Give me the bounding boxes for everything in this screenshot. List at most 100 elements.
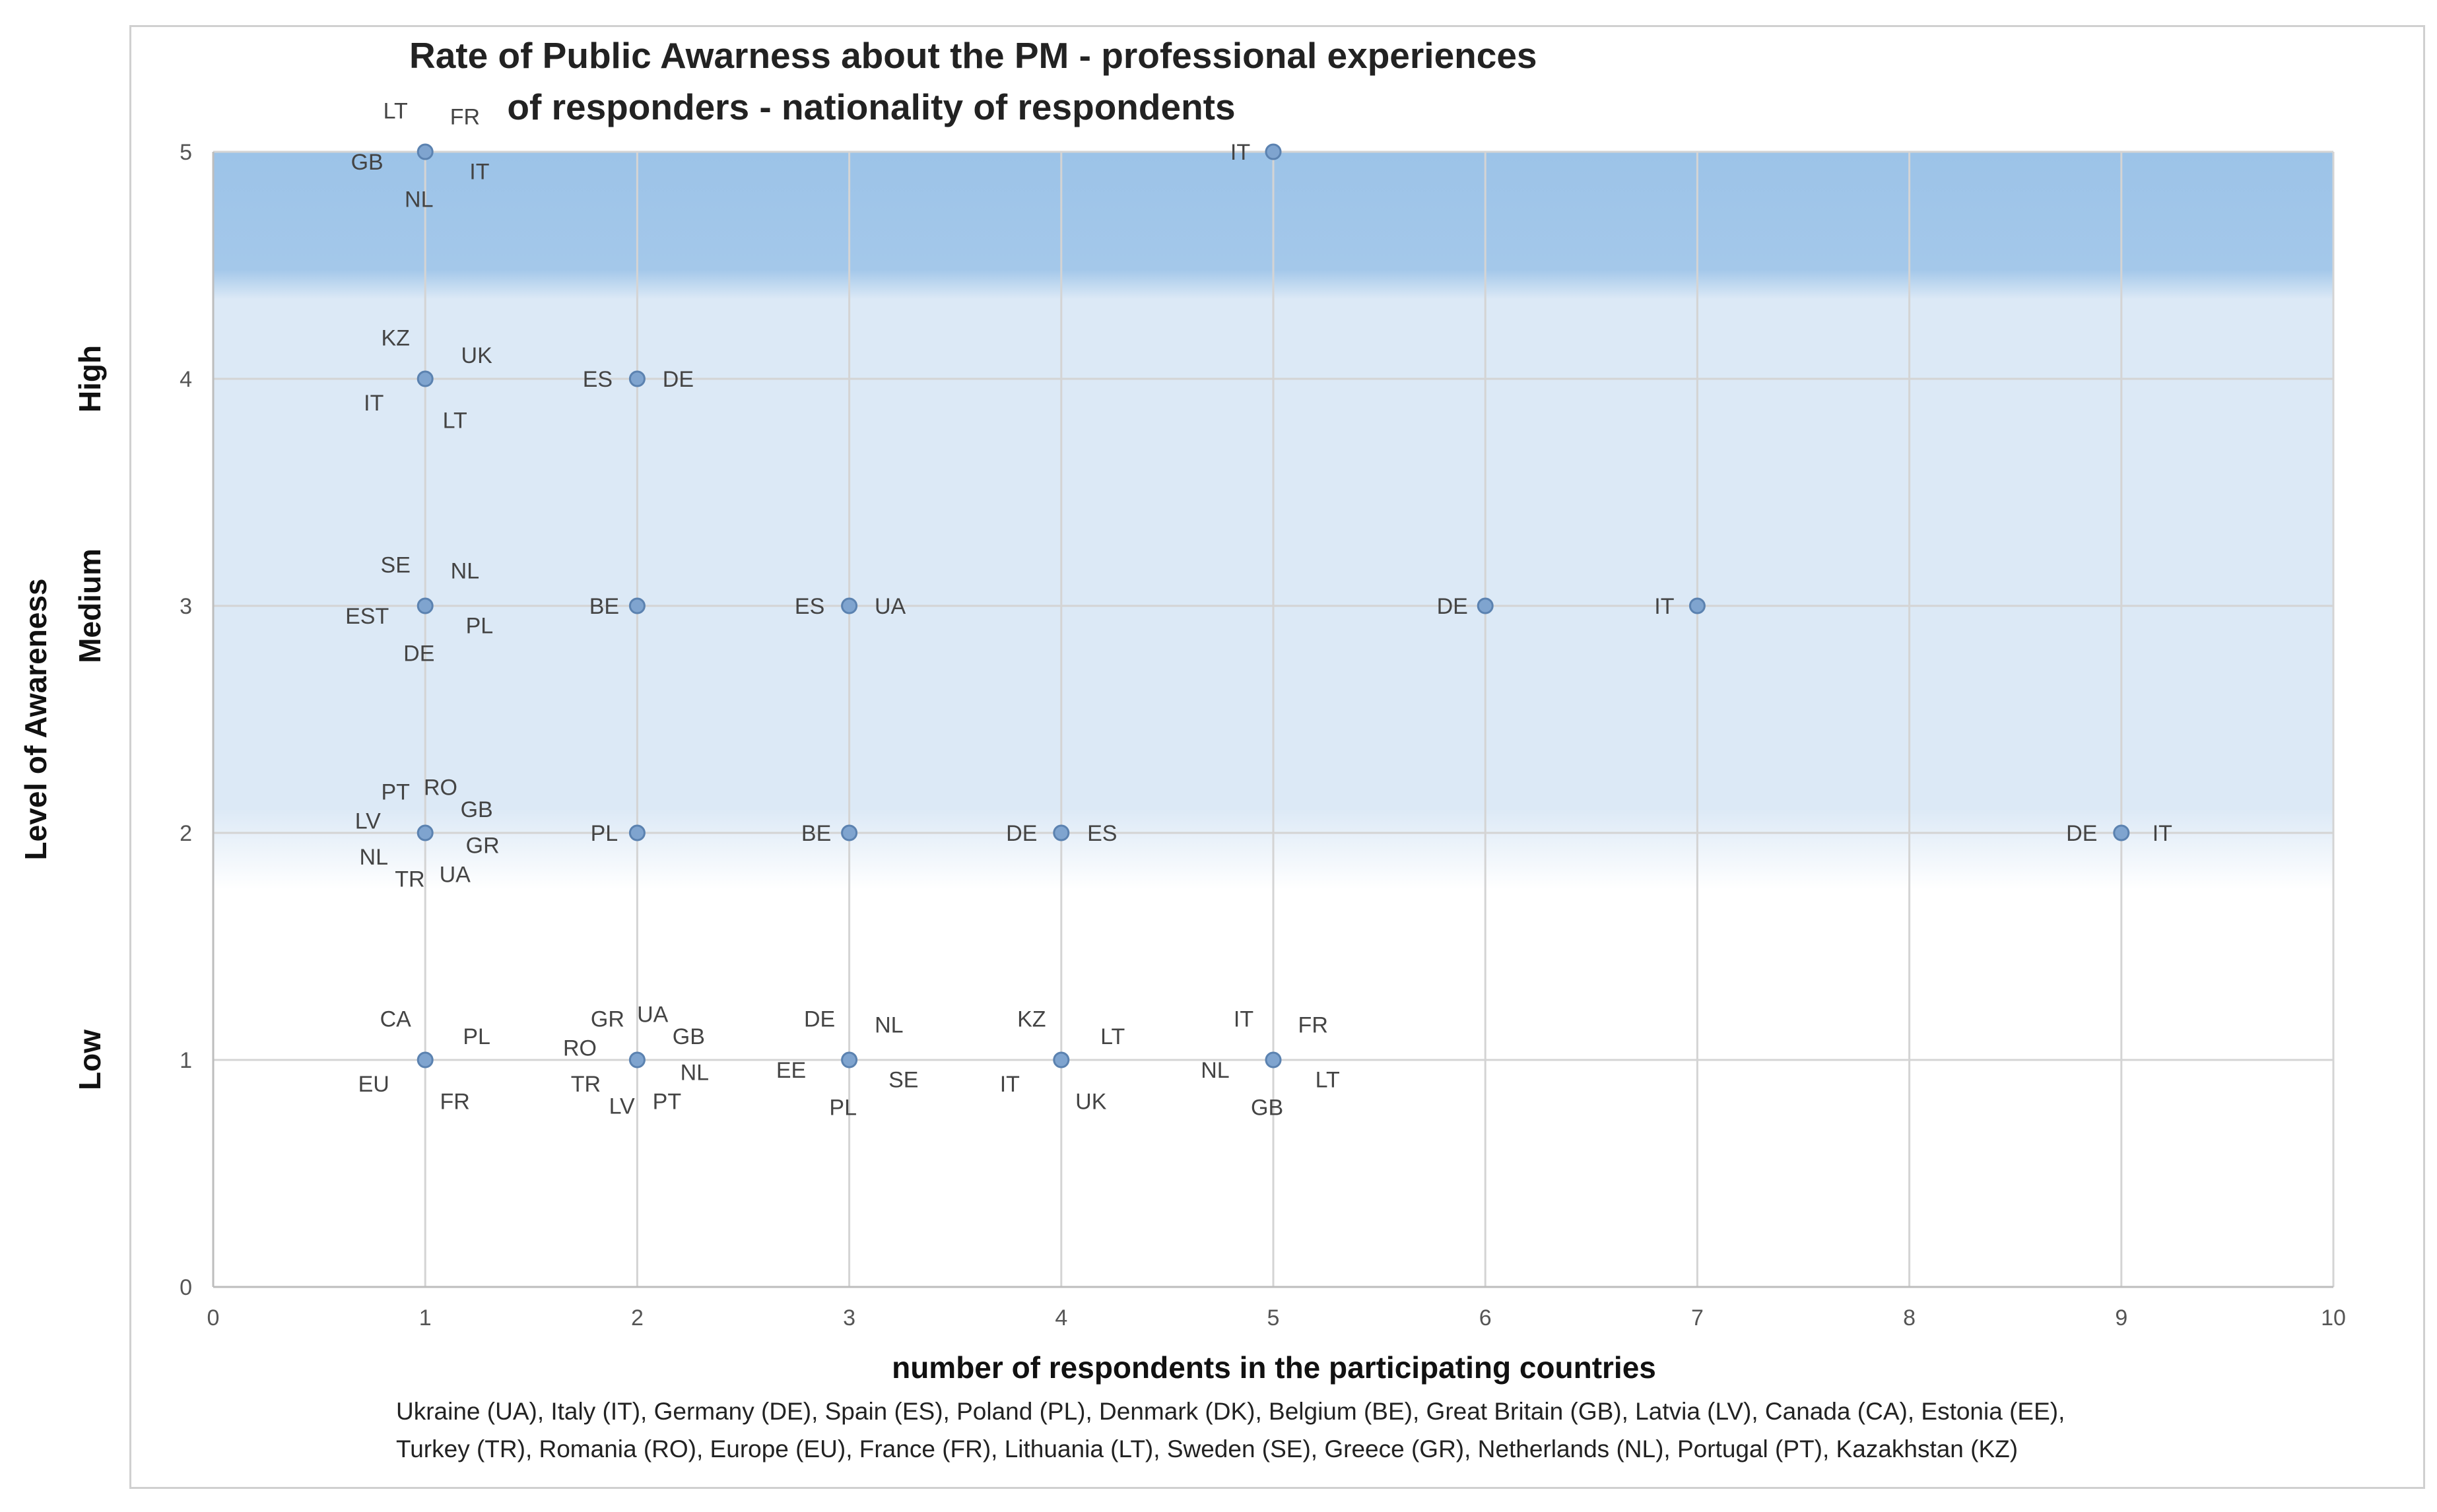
point-label: CA: [380, 1007, 412, 1032]
point-label: PL: [591, 821, 618, 846]
point-label: DE: [2066, 821, 2097, 846]
data-point: [628, 824, 646, 841]
point-label: PL: [466, 613, 494, 638]
data-point: [841, 824, 858, 841]
data-points: LT FR IT NL GB IT KZ UK LT IT ES DE SE NL PL DE EST BE ES U…: [345, 99, 2172, 1121]
point-label: NL: [405, 187, 433, 213]
y-tick-label: 0: [180, 1275, 192, 1300]
point-label: SE: [888, 1067, 918, 1092]
data-point: [417, 597, 434, 614]
point-label: LT: [1316, 1067, 1340, 1092]
axes: [212, 152, 2333, 1288]
data-point: [1265, 1051, 1282, 1068]
point-label: RO: [563, 1035, 597, 1061]
point-label: KZ: [381, 326, 409, 351]
point-label: RO: [424, 775, 457, 800]
data-point-group: BE: [801, 821, 858, 846]
data-point-group: PL: [591, 821, 646, 846]
data-point: [1265, 143, 1282, 160]
point-label: PL: [829, 1096, 857, 1121]
point-label: FR: [440, 1089, 470, 1114]
data-point-group: SE NL PL DE EST: [345, 553, 493, 667]
point-label: LT: [443, 408, 467, 433]
band-label: Low: [73, 1030, 107, 1090]
y-tick-label: 5: [180, 140, 192, 165]
point-label: ES: [583, 367, 613, 392]
point-label: DE: [403, 641, 434, 667]
point-label: IT: [469, 159, 489, 184]
point-label: TR: [571, 1072, 601, 1097]
point-label: IT: [2153, 821, 2172, 846]
point-label: DE: [1437, 594, 1468, 619]
point-label: GB: [1251, 1096, 1283, 1121]
chart-title-line-2: of responders - nationality of responden…: [507, 86, 1236, 127]
band-label: Medium: [73, 548, 107, 663]
point-label: GR: [466, 834, 500, 859]
point-label: UA: [637, 1002, 669, 1027]
data-point-group: KZ LT UK IT: [1000, 1007, 1125, 1115]
point-label: GB: [351, 150, 384, 175]
point-label: BE: [589, 594, 619, 619]
grid: [213, 150, 2335, 1287]
point-label: UK: [461, 343, 493, 368]
point-label: UK: [1075, 1089, 1107, 1114]
data-point-group: BE: [589, 594, 646, 619]
data-point: [841, 597, 858, 614]
data-point-group: LT FR IT NL GB: [351, 99, 490, 213]
point-label: IT: [1234, 1007, 1253, 1032]
x-tick-label: 2: [631, 1305, 644, 1331]
x-tick-label: 6: [1479, 1305, 1492, 1331]
point-label: TR: [395, 867, 424, 892]
point-label: FR: [450, 104, 480, 129]
y-tick-label: 3: [180, 594, 192, 619]
point-label: PT: [653, 1089, 681, 1114]
point-label: GB: [673, 1024, 705, 1049]
chart-frame: [129, 25, 2425, 1489]
tick-labels: 0 1 2 3 4 5 6 7 8 9 10 0 1 2 3 4 5: [180, 140, 2346, 1331]
x-tick-label: 3: [843, 1305, 855, 1331]
point-label: ES: [795, 594, 824, 619]
data-point-group: DE IT: [2066, 821, 2172, 846]
data-point: [1477, 597, 1494, 614]
data-point-group: ES UA: [795, 594, 906, 619]
data-point-group: KZ UK LT IT: [364, 326, 492, 434]
point-label: IT: [1654, 594, 1674, 619]
x-tick-label: 0: [207, 1305, 220, 1331]
point-label: GB: [461, 797, 493, 822]
band-label: High: [73, 345, 107, 412]
point-label: PT: [381, 780, 409, 805]
point-label: GR: [591, 1007, 624, 1032]
point-label: IT: [364, 391, 384, 416]
country-legend-line-1: Ukraine (UA), Italy (IT), Germany (DE), …: [396, 1398, 2065, 1425]
point-label: LT: [384, 99, 408, 124]
data-point-group: DE: [1437, 594, 1494, 619]
x-tick-label: 5: [1267, 1305, 1280, 1331]
data-point: [841, 1051, 858, 1068]
data-point: [628, 370, 646, 387]
point-label: UA: [440, 862, 471, 887]
point-label: LT: [1100, 1024, 1125, 1049]
y-tick-label: 1: [180, 1048, 192, 1073]
x-tick-label: 7: [1691, 1305, 1704, 1331]
country-legend-line-2: Turkey (TR), Romania (RO), Europe (EU), …: [396, 1435, 2019, 1463]
x-axis-title: number of respondents in the participati…: [892, 1350, 1656, 1385]
point-label: DE: [1006, 821, 1037, 846]
x-tick-label: 1: [419, 1305, 432, 1331]
point-label: NL: [875, 1012, 903, 1037]
data-point: [417, 824, 434, 841]
data-point: [628, 1051, 646, 1068]
y-axis-title: Level of Awareness: [18, 579, 53, 861]
data-point: [2113, 824, 2130, 841]
point-label: DE: [663, 367, 694, 392]
data-point-group: IT: [1230, 140, 1282, 165]
data-point: [1053, 824, 1070, 841]
data-point-group: CA PL FR EU: [358, 1007, 490, 1115]
point-label: IT: [1000, 1072, 1020, 1097]
data-point: [417, 143, 434, 160]
data-point-group: ES DE: [583, 367, 694, 392]
point-label: UA: [875, 594, 906, 619]
point-label: DE: [804, 1007, 835, 1032]
